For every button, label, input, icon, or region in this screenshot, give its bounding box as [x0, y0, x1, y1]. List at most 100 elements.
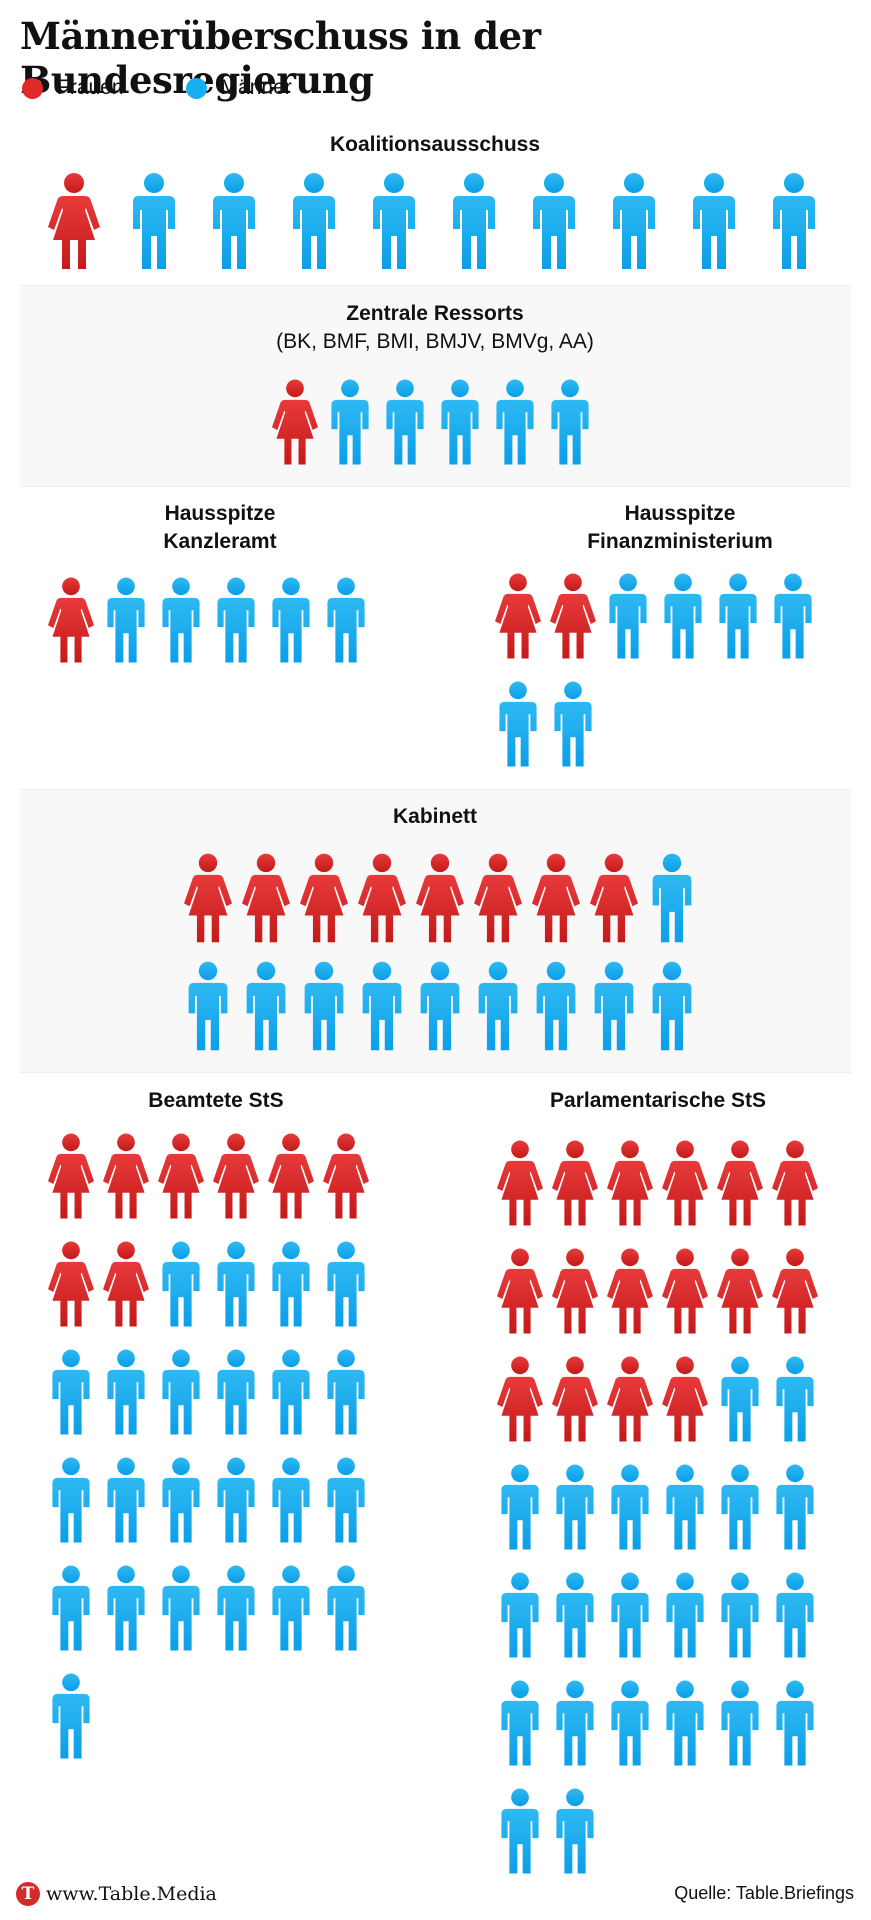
- man-icon: [776, 1464, 814, 1550]
- man-icon: [107, 1457, 145, 1543]
- man-icon: [501, 1680, 539, 1766]
- group-title-hausspitze-finanzministerium-text: Hausspitze Finanzministerium: [587, 502, 773, 553]
- man-icon: [52, 1673, 90, 1759]
- woman-icon: [184, 853, 232, 943]
- man-icon: [327, 1349, 365, 1435]
- man-icon: [496, 379, 534, 465]
- man-icon: [554, 681, 592, 767]
- woman-icon: [358, 853, 406, 943]
- man-icon: [652, 853, 692, 943]
- man-icon: [719, 573, 757, 659]
- man-icon: [666, 1464, 704, 1550]
- man-icon: [188, 961, 228, 1051]
- man-icon: [611, 1464, 649, 1550]
- man-icon: [666, 1680, 704, 1766]
- man-icon: [420, 961, 460, 1051]
- man-icon: [533, 173, 575, 269]
- table-media-logo-mark: T: [16, 1882, 40, 1906]
- group-title-hausspitze-finanzministerium: Hausspitze Finanzministerium: [530, 500, 830, 556]
- group-beamtete-sts: [48, 1133, 369, 1759]
- man-icon: [162, 1241, 200, 1327]
- man-icon: [721, 1572, 759, 1658]
- man-icon: [246, 961, 286, 1051]
- woman-icon: [717, 1248, 763, 1334]
- woman-icon: [272, 379, 318, 465]
- man-icon: [609, 573, 647, 659]
- man-icon: [594, 961, 634, 1051]
- man-icon: [611, 1680, 649, 1766]
- man-icon: [664, 573, 702, 659]
- man-icon: [666, 1572, 704, 1658]
- man-icon: [107, 577, 145, 663]
- woman-icon: [323, 1133, 369, 1219]
- woman-icon: [48, 577, 94, 663]
- woman-icon: [532, 853, 580, 943]
- woman-icon: [474, 853, 522, 943]
- legend-item-maenner: Männer: [185, 76, 292, 100]
- man-icon: [327, 577, 365, 663]
- group-parlamentarische-sts: [497, 1140, 818, 1874]
- man-icon: [217, 1565, 255, 1651]
- woman-icon: [662, 1356, 708, 1442]
- man-icon: [499, 681, 537, 767]
- man-icon: [453, 173, 495, 269]
- group-title-zentrale-ressorts: Zentrale Ressorts: [346, 302, 524, 325]
- man-icon: [52, 1349, 90, 1435]
- group-zentrale-ressorts: [272, 379, 589, 465]
- woman-icon: [552, 1356, 598, 1442]
- table-media-logo[interactable]: T www.Table.Media: [16, 1882, 217, 1906]
- woman-icon: [300, 853, 348, 943]
- man-icon: [52, 1457, 90, 1543]
- man-icon: [693, 173, 735, 269]
- man-icon: [217, 577, 255, 663]
- man-icon: [162, 577, 200, 663]
- man-icon: [107, 1349, 145, 1435]
- man-icon: [721, 1356, 759, 1442]
- woman-icon: [103, 1241, 149, 1327]
- legend-swatch-frauen: [22, 77, 43, 99]
- man-icon: [272, 1349, 310, 1435]
- man-icon: [304, 961, 344, 1051]
- man-icon: [213, 173, 255, 269]
- man-icon: [162, 1565, 200, 1651]
- footer-source: Quelle: Table.Briefings: [674, 1883, 854, 1903]
- woman-icon: [48, 1133, 94, 1219]
- man-icon: [327, 1457, 365, 1543]
- group-title-koalitionsausschuss: Koalitionsausschuss: [329, 133, 541, 156]
- group-hausspitze-kanzleramt: [48, 577, 365, 663]
- man-icon: [373, 173, 415, 269]
- man-icon: [217, 1349, 255, 1435]
- woman-icon: [158, 1133, 204, 1219]
- woman-icon: [552, 1140, 598, 1226]
- woman-icon: [48, 173, 100, 269]
- man-icon: [556, 1680, 594, 1766]
- man-icon: [556, 1464, 594, 1550]
- woman-icon: [242, 853, 290, 943]
- woman-icon: [772, 1248, 818, 1334]
- man-icon: [776, 1356, 814, 1442]
- man-icon: [293, 173, 335, 269]
- man-icon: [613, 173, 655, 269]
- woman-icon: [48, 1241, 94, 1327]
- woman-icon: [103, 1133, 149, 1219]
- man-icon: [331, 379, 369, 465]
- man-icon: [776, 1680, 814, 1766]
- legend-item-frauen: Frauen: [22, 76, 124, 100]
- man-icon: [551, 379, 589, 465]
- woman-icon: [607, 1248, 653, 1334]
- legend-swatch-maenner: [185, 77, 207, 99]
- man-icon: [162, 1349, 200, 1435]
- legend-label-frauen: Frauen: [57, 76, 124, 99]
- woman-icon: [416, 853, 464, 943]
- man-icon: [327, 1241, 365, 1327]
- man-icon: [776, 1572, 814, 1658]
- legend-label-maenner: Männer: [220, 76, 292, 99]
- man-icon: [501, 1572, 539, 1658]
- legend: Frauen Männer: [22, 74, 354, 102]
- group-title-beamtete-sts: Beamtete StS: [148, 1089, 284, 1112]
- woman-icon: [497, 1140, 543, 1226]
- group-kabinett: [184, 853, 692, 1051]
- woman-icon: [497, 1356, 543, 1442]
- woman-icon: [550, 573, 596, 659]
